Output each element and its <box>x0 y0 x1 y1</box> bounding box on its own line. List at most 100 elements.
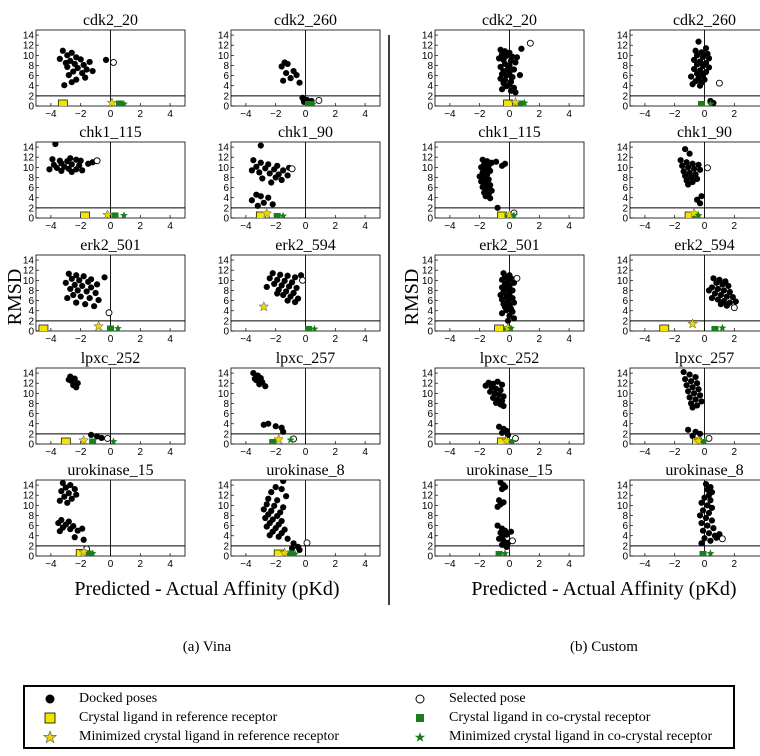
y-tick-label: 2 <box>622 91 628 102</box>
x-tick-label: −4 <box>639 334 651 345</box>
crystal-co-point <box>304 325 312 331</box>
docked-pose-point <box>280 480 287 485</box>
docked-pose-point <box>53 164 60 171</box>
panel-plot-area <box>36 30 185 106</box>
docked-pose-point <box>695 386 702 393</box>
legend-label-crystal-ref: Crystal ligand in reference receptor <box>79 710 278 725</box>
docked-pose-point <box>705 64 713 71</box>
min-co-point <box>310 324 319 331</box>
y-tick-label: 14 <box>422 256 434 267</box>
docked-pose-point <box>687 73 695 80</box>
docked-pose-point <box>65 376 72 383</box>
x-tick-label: −4 <box>240 334 252 345</box>
selected-pose-point <box>303 539 311 547</box>
docked-pose-point <box>710 275 717 282</box>
x-tick-label: −2 <box>75 109 87 120</box>
x-tick-label: −2 <box>270 109 282 120</box>
docked-pose-point <box>512 59 519 66</box>
panel-plot-area <box>630 142 760 218</box>
docked-pose-point <box>698 519 705 527</box>
x-tick-label: 4 <box>362 559 368 570</box>
x-tick-label: −2 <box>75 559 87 570</box>
docked-pose-point <box>695 38 702 45</box>
panel-frame <box>629 479 760 557</box>
docked-pose-point <box>65 270 72 277</box>
docked-pose-icon <box>45 694 55 704</box>
y-tick-label: 4 <box>223 306 229 317</box>
panel-plot-area <box>630 30 760 106</box>
x-tick-label: 0 <box>702 559 708 570</box>
docked-pose-point <box>698 499 705 506</box>
y-tick-label: 6 <box>622 521 628 532</box>
selected-pose-point <box>105 309 113 317</box>
docked-pose-point <box>293 71 300 79</box>
docked-pose-point <box>274 290 281 297</box>
docked-pose-point <box>689 432 696 439</box>
y-tick-label: 14 <box>422 481 434 492</box>
docked-pose-point <box>275 533 282 540</box>
docked-pose-point <box>82 74 89 81</box>
docked-pose-point <box>280 291 287 299</box>
x-tick-label: −4 <box>639 221 651 232</box>
selected-pose-point <box>299 276 306 284</box>
docked-pose-point <box>272 483 279 491</box>
panel-plot-area <box>36 480 185 556</box>
y-tick-label: 0 <box>427 327 433 338</box>
x-tick-label: 0 <box>108 221 114 232</box>
x-tick-label: −2 <box>474 334 486 345</box>
docked-pose-point <box>683 159 690 166</box>
x-tick-label: −2 <box>669 109 681 120</box>
y-tick-label: 0 <box>622 552 628 563</box>
min-co-point <box>520 98 529 106</box>
x-tick-label: 4 <box>566 221 572 232</box>
selected-pose-point <box>718 535 726 543</box>
docked-pose-point <box>77 157 84 164</box>
y-tick-label: 14 <box>23 31 35 42</box>
docked-pose-point <box>494 378 501 385</box>
y-tick-label: 8 <box>28 173 34 184</box>
y-tick-label: 2 <box>622 541 628 552</box>
docked-pose-point <box>687 378 695 385</box>
y-tick-label: 12 <box>617 266 629 277</box>
x-tick-label: −4 <box>45 447 57 458</box>
docked-pose-point <box>679 162 686 169</box>
docked-pose-point <box>512 89 519 96</box>
y-tick-label: 6 <box>28 71 34 82</box>
y-tick-label: 14 <box>218 256 230 267</box>
min-co-point <box>706 549 715 556</box>
y-tick-label: 2 <box>28 203 34 214</box>
y-tick-label: 2 <box>427 316 433 327</box>
panel-plot-area <box>435 30 584 106</box>
y-tick-label: 4 <box>28 419 34 430</box>
y-tick-label: 6 <box>622 409 628 420</box>
docked-pose-point <box>67 285 74 293</box>
docked-pose-point <box>278 176 285 184</box>
y-tick-label: 10 <box>422 501 434 512</box>
y-tick-label: 10 <box>218 163 230 174</box>
docked-pose-point <box>73 491 80 498</box>
docked-pose-point <box>695 161 702 168</box>
docked-pose-point <box>710 525 717 532</box>
x-tick-label: 4 <box>362 221 368 232</box>
docked-pose-point <box>80 273 87 280</box>
docked-pose-point <box>708 294 716 302</box>
docked-pose-point <box>699 527 707 534</box>
docked-pose-point <box>91 303 98 310</box>
docked-pose-point <box>707 497 714 504</box>
docked-pose-point <box>685 388 692 395</box>
y-tick-label: 6 <box>427 521 433 532</box>
y-tick-label: 4 <box>622 81 628 92</box>
docked-pose-point <box>296 546 303 554</box>
docked-pose-point <box>708 504 716 511</box>
crystal-co-point <box>304 100 312 106</box>
docked-pose-point <box>726 288 733 296</box>
panel-title: lpxc_257 <box>675 350 735 367</box>
x-tick-label: 2 <box>138 221 144 232</box>
x-tick-label: −4 <box>45 334 57 345</box>
docked-pose-point <box>95 296 102 304</box>
